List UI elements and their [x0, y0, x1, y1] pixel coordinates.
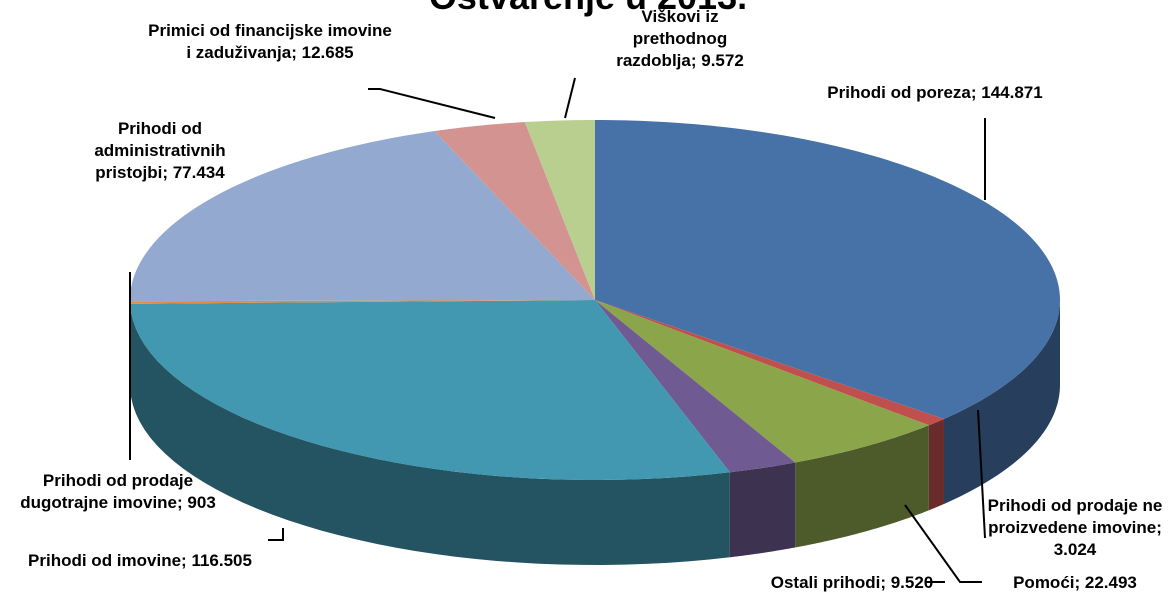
slice	[130, 300, 595, 304]
pie	[130, 120, 1060, 565]
label-part: Pomoći	[1013, 573, 1075, 592]
slice	[595, 120, 1060, 419]
label-part: Prihodi od administrativnih pristojbi	[94, 119, 226, 182]
data-label: Primici od financijske imovine i zaduživ…	[145, 20, 395, 64]
chart-title: Ostvarenje u 2013.	[288, 0, 888, 18]
data-label: Pomoći; 22.493	[985, 572, 1165, 594]
slice	[434, 122, 595, 300]
label-part: ;	[970, 83, 982, 102]
label-part: ;	[291, 43, 302, 62]
label-part: Prihodi od prodaje ne proizvedene imovin…	[987, 496, 1163, 537]
slice-side	[943, 300, 1060, 504]
leader-line	[904, 504, 982, 583]
label-part: 903	[187, 493, 216, 512]
label-part: ;	[177, 493, 188, 512]
slice	[130, 300, 730, 480]
slice	[130, 131, 595, 302]
leader-line	[268, 528, 284, 541]
slice-side	[130, 303, 730, 565]
slice	[595, 300, 796, 473]
label-part: 77.434	[172, 163, 225, 182]
label-part: 22.493	[1084, 573, 1137, 592]
slice	[524, 120, 595, 300]
leader-line	[564, 77, 576, 119]
label-part: ;	[690, 51, 702, 70]
label-part: 144.871	[981, 83, 1043, 102]
slice-side	[928, 418, 944, 511]
slice-side	[729, 462, 796, 558]
data-label: Prihodi od prodaje dugotrajne imovine; 9…	[3, 470, 233, 514]
leader-lines	[129, 77, 986, 583]
slice-side	[795, 425, 929, 548]
label-part: Prihodi od poreza	[827, 83, 971, 102]
leader-line	[977, 409, 986, 539]
data-label: Prihodi od prodaje ne proizvedene imovin…	[980, 495, 1170, 561]
label-part: 116.505	[191, 551, 252, 570]
label-part: Prihodi od imovine	[28, 551, 182, 570]
data-label: Prihodi od poreza; 144.871	[825, 82, 1045, 104]
label-part: 12.685	[301, 43, 354, 62]
data-label: Viškovi iz prethodnog razdoblja; 9.572	[595, 6, 765, 72]
label-part: ;	[1156, 518, 1162, 537]
leader-line	[368, 88, 496, 119]
slice	[595, 300, 929, 463]
label-part: Primici od financijske imovine i zaduživ…	[148, 21, 392, 62]
data-label: Prihodi od administrativnih pristojbi; 7…	[60, 118, 260, 184]
label-part: 3.024	[1053, 540, 1097, 559]
label-part: ;	[880, 573, 891, 592]
data-label: Prihodi od imovine; 116.505	[5, 550, 275, 572]
label-part: 9.520	[890, 573, 934, 592]
label-part: ;	[181, 551, 192, 570]
data-label: Ostali prihodi; 9.520	[752, 572, 952, 594]
label-part: Prihodi od prodaje dugotrajne imovine	[20, 471, 194, 512]
label-part: ;	[1074, 573, 1085, 592]
label-part: Ostali prihodi	[770, 573, 881, 592]
label-part: 9.572	[701, 51, 744, 70]
slice	[595, 300, 944, 426]
label-part: Viškovi iz prethodnog razdoblja	[616, 7, 728, 70]
label-part: ;	[162, 163, 173, 182]
